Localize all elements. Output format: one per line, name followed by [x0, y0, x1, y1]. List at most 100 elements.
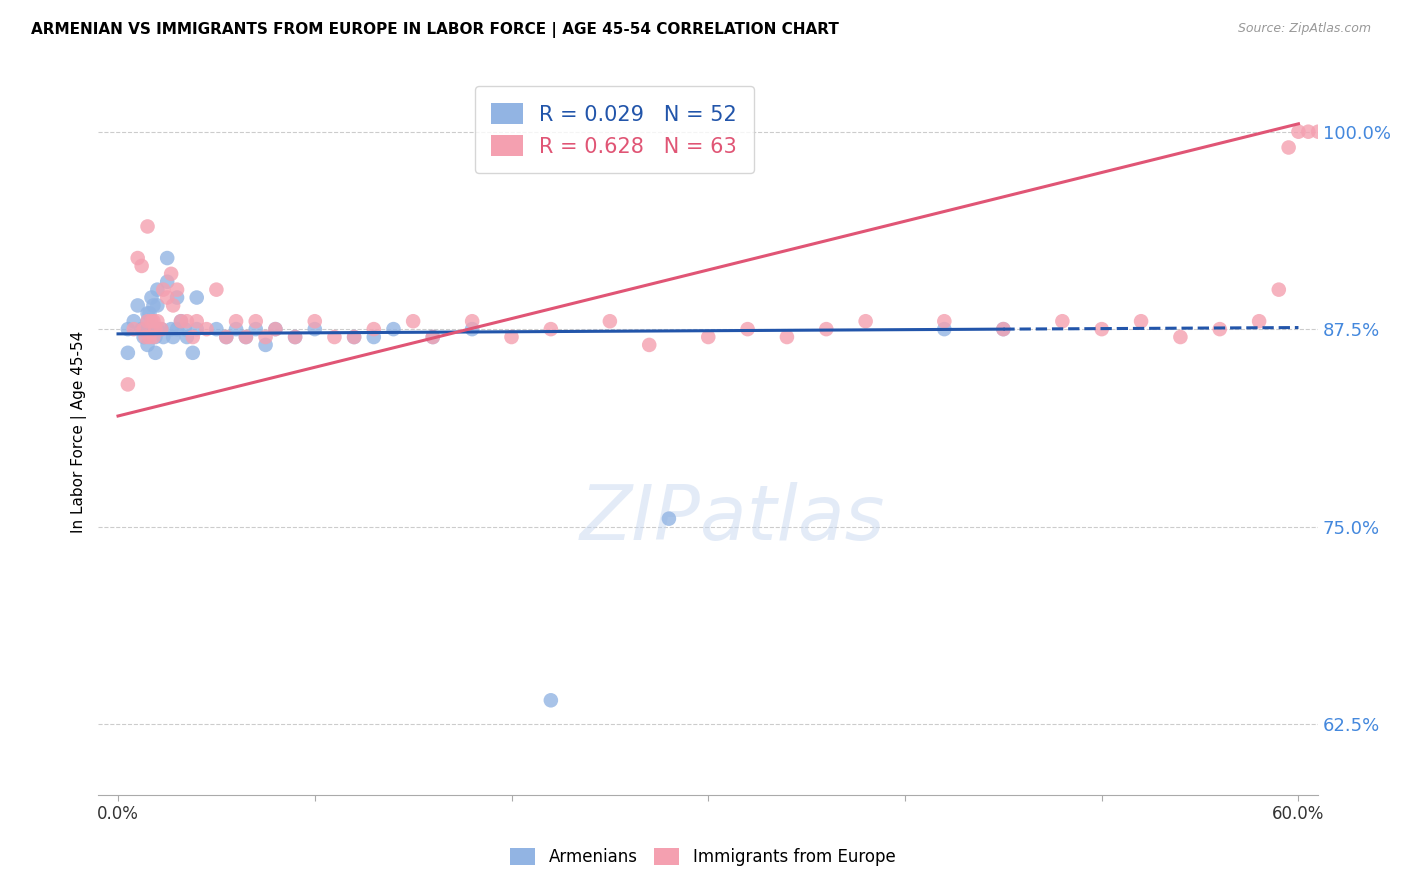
Point: [363, 330, 385, 344]
Point: [160, 322, 183, 336]
Point: [402, 314, 425, 328]
Point: [284, 330, 307, 344]
Point: [162, 330, 184, 344]
Point: [205, 322, 228, 336]
Point: [142, 314, 165, 328]
Point: [152, 330, 174, 344]
Point: [146, 314, 169, 328]
Point: [638, 338, 661, 352]
Point: [146, 283, 169, 297]
Point: [122, 322, 145, 336]
Point: [156, 275, 179, 289]
Point: [150, 322, 173, 336]
Point: [1317, 125, 1340, 139]
Point: [136, 314, 159, 328]
Point: [599, 314, 621, 328]
Point: [235, 330, 257, 344]
Point: [150, 322, 173, 336]
Text: ZIPatlas: ZIPatlas: [579, 482, 886, 556]
Point: [461, 314, 484, 328]
Point: [156, 251, 179, 265]
Point: [737, 322, 759, 336]
Point: [162, 298, 184, 312]
Point: [855, 314, 877, 328]
Text: Source: ZipAtlas.com: Source: ZipAtlas.com: [1237, 22, 1371, 36]
Point: [174, 322, 197, 336]
Point: [138, 322, 160, 336]
Point: [146, 298, 169, 312]
Point: [245, 314, 267, 328]
Point: [166, 291, 188, 305]
Point: [132, 322, 155, 336]
Point: [145, 330, 167, 344]
Point: [186, 291, 208, 305]
Point: [136, 219, 159, 234]
Point: [245, 322, 267, 336]
Point: [264, 322, 287, 336]
Point: [176, 314, 198, 328]
Point: [1052, 314, 1074, 328]
Point: [136, 338, 159, 352]
Point: [993, 322, 1015, 336]
Point: [145, 322, 167, 336]
Point: [225, 322, 247, 336]
Point: [422, 330, 444, 344]
Point: [235, 330, 257, 344]
Text: ARMENIAN VS IMMIGRANTS FROM EUROPE IN LABOR FORCE | AGE 45-54 CORRELATION CHART: ARMENIAN VS IMMIGRANTS FROM EUROPE IN LA…: [31, 22, 839, 38]
Point: [1130, 314, 1153, 328]
Point: [284, 330, 307, 344]
Point: [658, 511, 681, 525]
Point: [1308, 125, 1330, 139]
Point: [1091, 322, 1114, 336]
Point: [166, 283, 188, 297]
Point: [142, 298, 165, 312]
Legend: Armenians, Immigrants from Europe: Armenians, Immigrants from Europe: [502, 840, 904, 875]
Point: [254, 338, 277, 352]
Point: [382, 322, 405, 336]
Point: [461, 322, 484, 336]
Point: [136, 322, 159, 336]
Point: [170, 314, 193, 328]
Point: [422, 330, 444, 344]
Point: [323, 330, 346, 344]
Point: [540, 322, 562, 336]
Point: [138, 330, 160, 344]
Point: [135, 330, 157, 344]
Point: [254, 330, 277, 344]
Point: [141, 314, 163, 328]
Point: [934, 314, 956, 328]
Point: [142, 330, 165, 344]
Point: [363, 322, 385, 336]
Point: [146, 322, 169, 336]
Point: [170, 314, 193, 328]
Point: [1170, 330, 1192, 344]
Point: [160, 267, 183, 281]
Point: [117, 377, 139, 392]
Point: [152, 283, 174, 297]
Point: [934, 322, 956, 336]
Point: [145, 346, 167, 360]
Point: [540, 693, 562, 707]
Point: [264, 322, 287, 336]
Point: [815, 322, 838, 336]
Point: [186, 322, 208, 336]
Point: [127, 298, 149, 312]
Point: [122, 314, 145, 328]
Point: [215, 330, 238, 344]
Point: [304, 322, 326, 336]
Point: [776, 330, 799, 344]
Point: [225, 314, 247, 328]
Point: [131, 322, 153, 336]
Point: [141, 291, 163, 305]
Point: [186, 314, 208, 328]
Point: [993, 322, 1015, 336]
Point: [1278, 140, 1301, 154]
Point: [181, 346, 204, 360]
Y-axis label: In Labor Force | Age 45-54: In Labor Force | Age 45-54: [72, 331, 87, 533]
Point: [1268, 283, 1291, 297]
Point: [205, 283, 228, 297]
Point: [142, 322, 165, 336]
Point: [215, 330, 238, 344]
Point: [176, 330, 198, 344]
Point: [136, 314, 159, 328]
